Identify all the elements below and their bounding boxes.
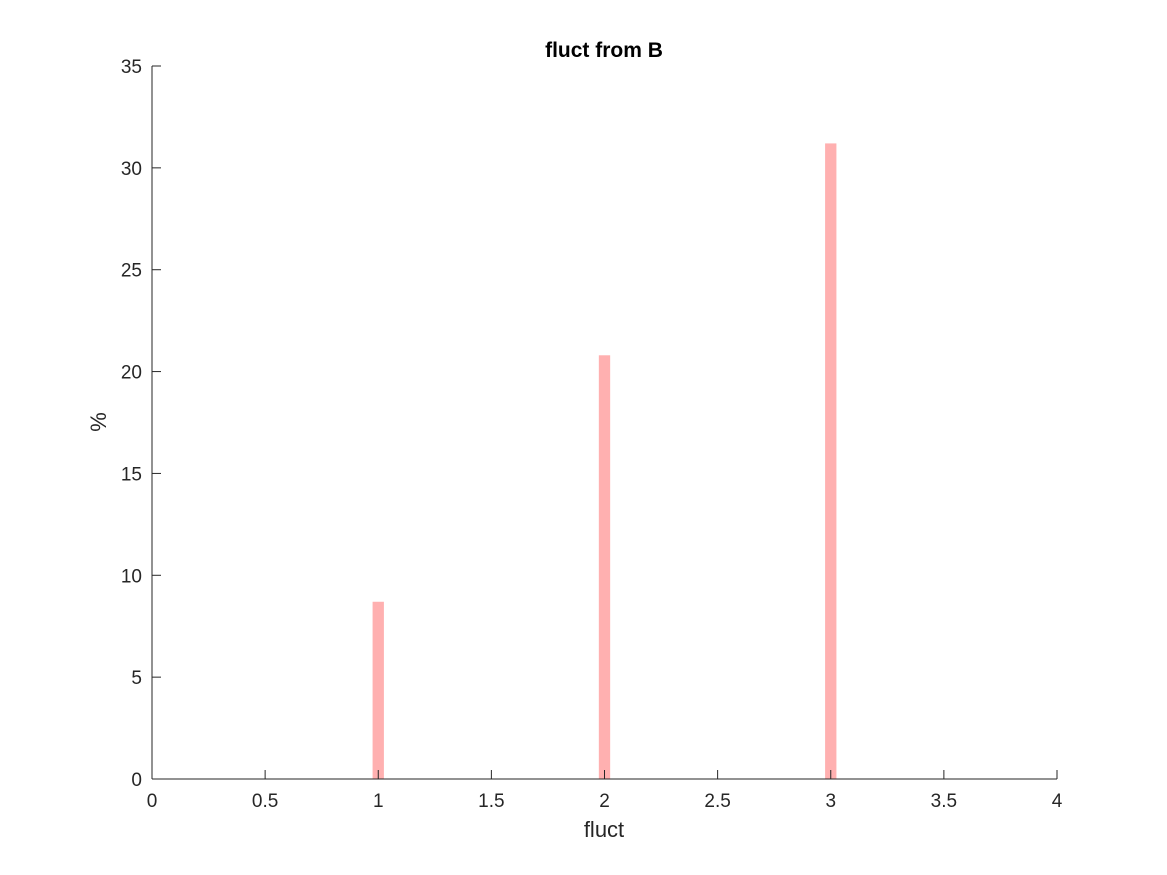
x-tick-label-0: 0 — [147, 791, 158, 812]
x-tick-label-2.5: 2.5 — [704, 791, 730, 812]
axes-group: 0 0.5 1 1.5 2 2.5 3 3.5 4 0 5 10 15 20 25 30 35 — [121, 57, 1063, 812]
bar-3 — [825, 143, 837, 779]
y-tick-label-5: 5 — [131, 668, 142, 689]
y-tick-label-25: 25 — [121, 261, 142, 282]
chart-title: fluct from B — [545, 39, 663, 62]
y-tick-label-35: 35 — [121, 57, 142, 78]
bar-2 — [598, 355, 611, 779]
y-tick-label-15: 15 — [121, 464, 142, 485]
y-tick-label-30: 30 — [121, 159, 142, 180]
x-tick-label-2: 2 — [599, 791, 610, 812]
y-tick-label-20: 20 — [121, 363, 142, 384]
x-tick-label-0.5: 0.5 — [252, 791, 278, 812]
x-tick-label-1: 1 — [373, 791, 384, 812]
x-axis-label: fluct — [584, 817, 624, 842]
y-tick-label-10: 10 — [121, 566, 142, 587]
x-tick-label-3: 3 — [825, 791, 836, 812]
x-tick-label-4: 4 — [1052, 791, 1063, 812]
y-tick-label-0: 0 — [131, 770, 142, 791]
x-tick-label-3.5: 3.5 — [931, 791, 957, 812]
bar-1 — [372, 601, 384, 779]
x-tick-label-1.5: 1.5 — [478, 791, 504, 812]
bars-group — [372, 143, 837, 779]
y-axis-label: % — [86, 412, 111, 432]
